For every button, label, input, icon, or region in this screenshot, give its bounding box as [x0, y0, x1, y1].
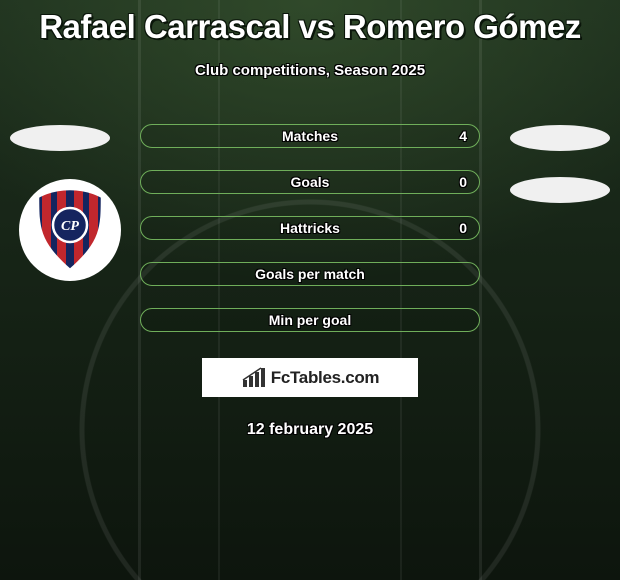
stat-right-value: 0 [459, 220, 467, 236]
stat-label: Hattricks [280, 220, 340, 236]
subtitle: Club competitions, Season 2025 [0, 62, 620, 79]
stat-label: Goals per match [255, 266, 365, 282]
stat-label: Goals [291, 174, 330, 190]
right-flag-2 [510, 177, 610, 203]
left-flag-1 [10, 125, 110, 151]
stat-row-min-per-goal: Min per goal [140, 308, 480, 332]
stat-right-value: 4 [459, 128, 467, 144]
brand-badge: FcTables.com [202, 358, 418, 397]
stat-row-goals: Goals 0 [140, 170, 480, 194]
page-title: Rafael Carrascal vs Romero Gómez [0, 0, 620, 46]
stat-row-goals-per-match: Goals per match [140, 262, 480, 286]
club-shield-icon: CP [32, 187, 108, 273]
club-badge: CP [19, 179, 121, 281]
stat-label: Matches [282, 128, 338, 144]
generation-date: 12 february 2025 [0, 421, 620, 439]
stat-row-matches: Matches 4 [140, 124, 480, 148]
svg-text:CP: CP [61, 219, 79, 234]
stat-label: Min per goal [269, 312, 351, 328]
bar-chart-icon [241, 367, 267, 389]
right-flag-1 [510, 125, 610, 151]
stat-right-value: 0 [459, 174, 467, 190]
stat-row-hattricks: Hattricks 0 [140, 216, 480, 240]
brand-text: FcTables.com [271, 368, 380, 388]
